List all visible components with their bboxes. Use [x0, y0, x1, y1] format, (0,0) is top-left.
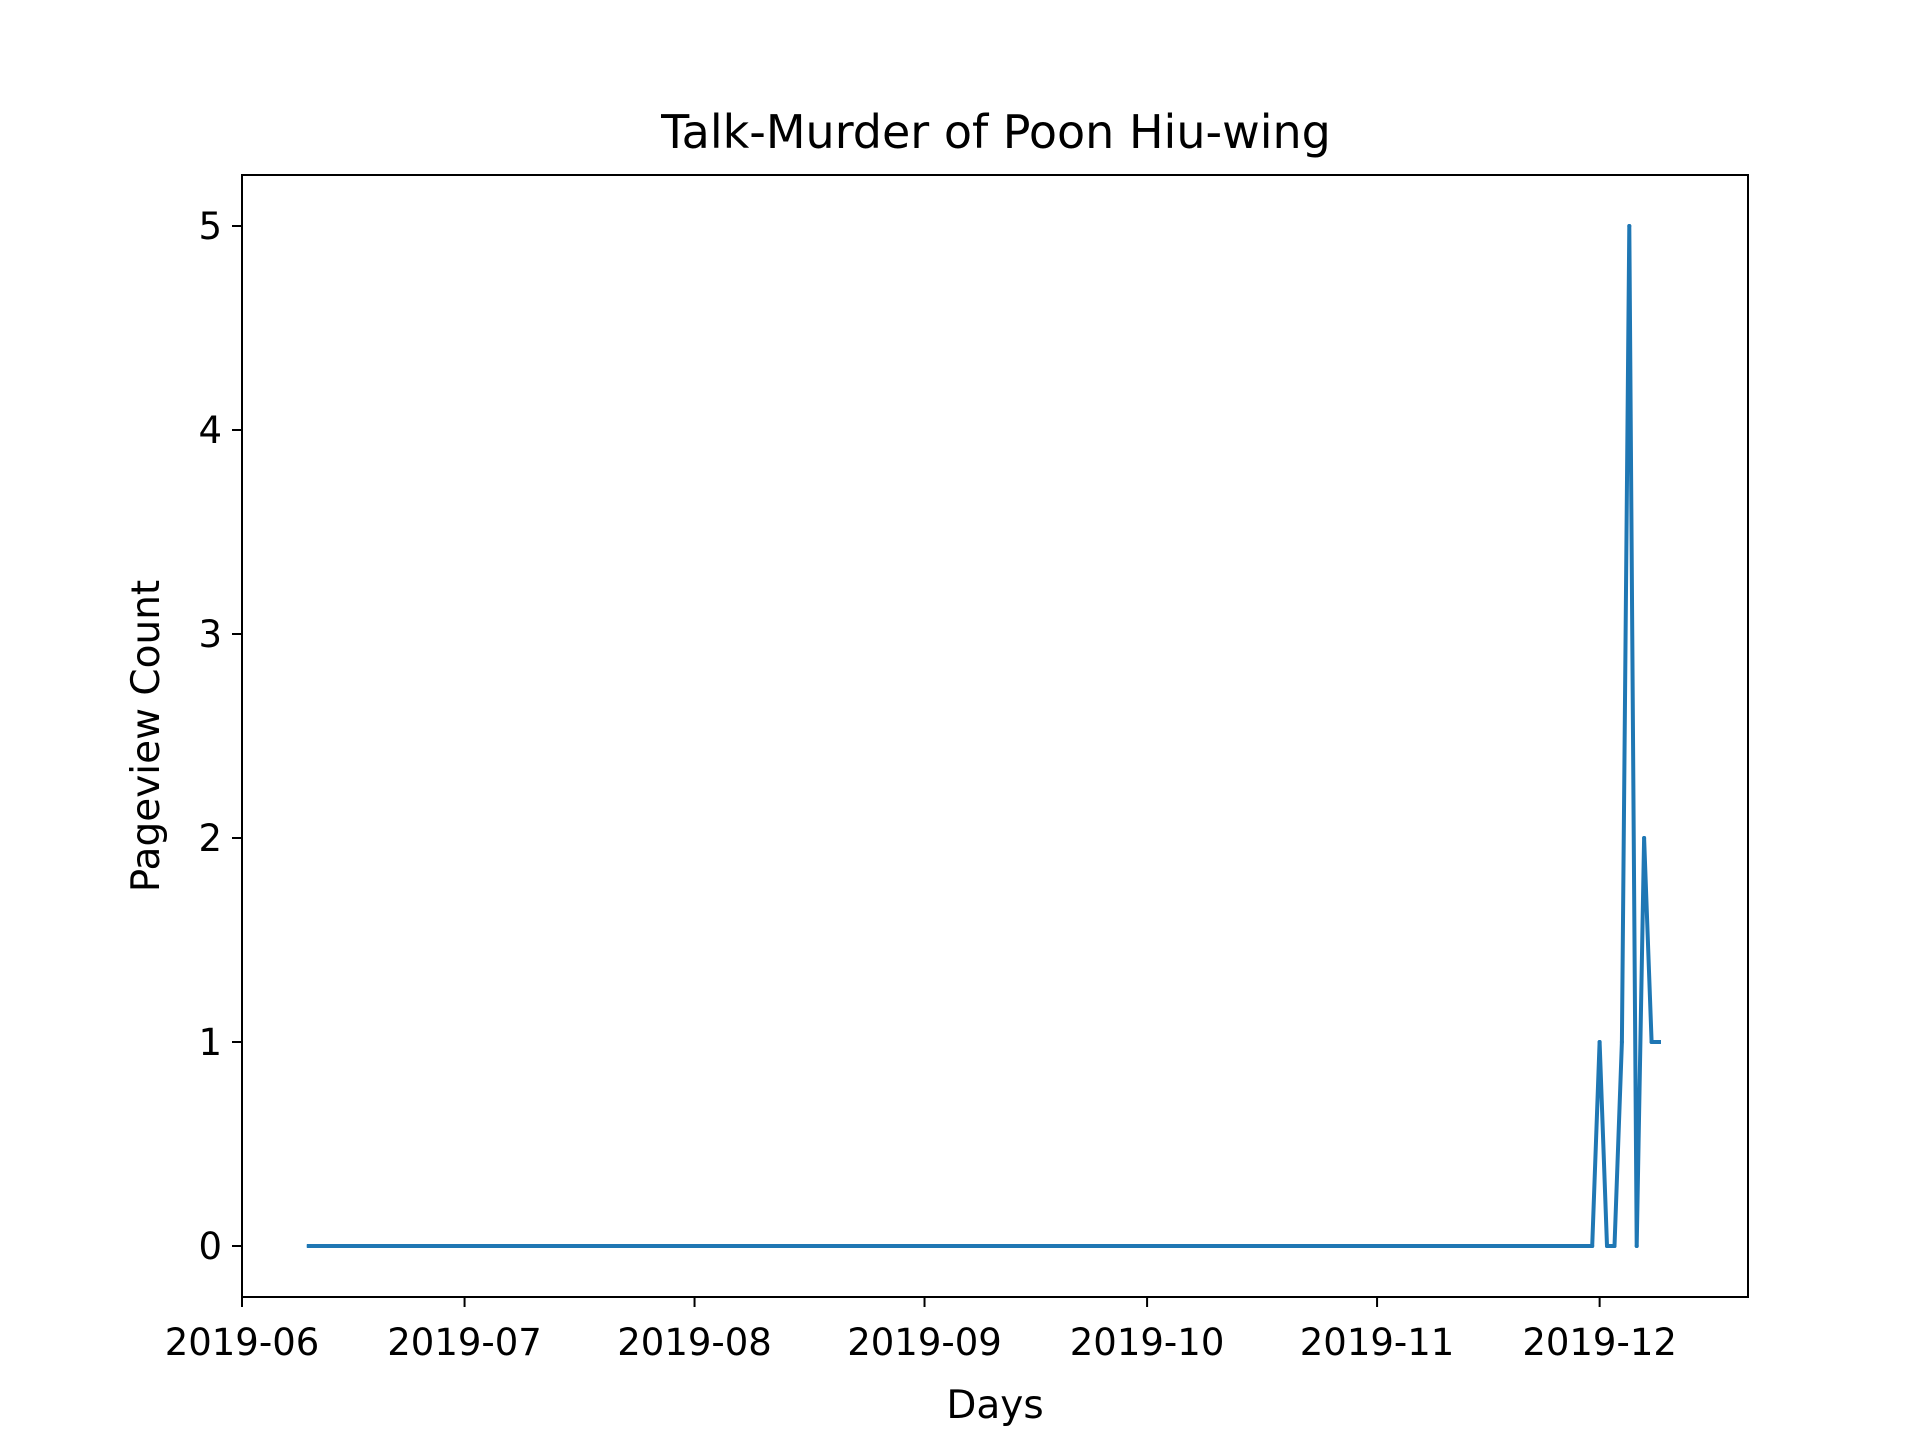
axes-frame [241, 174, 1749, 1298]
y-axis: 0 1 2 3 4 5 [198, 205, 242, 1268]
y-tick-label: 3 [198, 613, 222, 656]
data-point [1612, 1244, 1617, 1248]
data-point [1649, 1040, 1654, 1044]
x-tick-label: 2019-10 [1070, 1321, 1225, 1364]
data-point [1605, 1244, 1610, 1248]
chart-title: Talk-Murder of Poon Hiu-wing [660, 105, 1331, 159]
data-point [306, 1244, 311, 1248]
x-tick-label: 2019-12 [1522, 1321, 1677, 1364]
data-point [1627, 224, 1632, 228]
y-tick-label: 4 [198, 409, 222, 452]
y-axis-label: Pageview Count [124, 580, 169, 892]
y-tick-label: 2 [198, 817, 222, 860]
data-point [1590, 1244, 1595, 1248]
data-point [1597, 1040, 1602, 1044]
y-tick-label: 1 [198, 1021, 222, 1064]
data-point [1642, 836, 1647, 840]
data-point [1656, 1040, 1661, 1044]
x-tick-label: 2019-09 [847, 1321, 1002, 1364]
plot-area [306, 224, 1661, 1248]
x-tick-label: 2019-06 [165, 1321, 320, 1364]
y-tick-label: 5 [198, 205, 222, 248]
x-tick-label: 2019-08 [617, 1321, 772, 1364]
x-tick-label: 2019-11 [1300, 1321, 1455, 1364]
x-tick-label: 2019-07 [387, 1321, 542, 1364]
data-point [1619, 1040, 1624, 1044]
x-axis: 2019-06 2019-07 2019-08 2019-09 2019-10 2019-… [165, 1297, 1677, 1364]
data-point [1634, 1244, 1639, 1248]
y-tick-label: 0 [198, 1225, 222, 1268]
x-axis-label: Days [946, 1383, 1043, 1428]
